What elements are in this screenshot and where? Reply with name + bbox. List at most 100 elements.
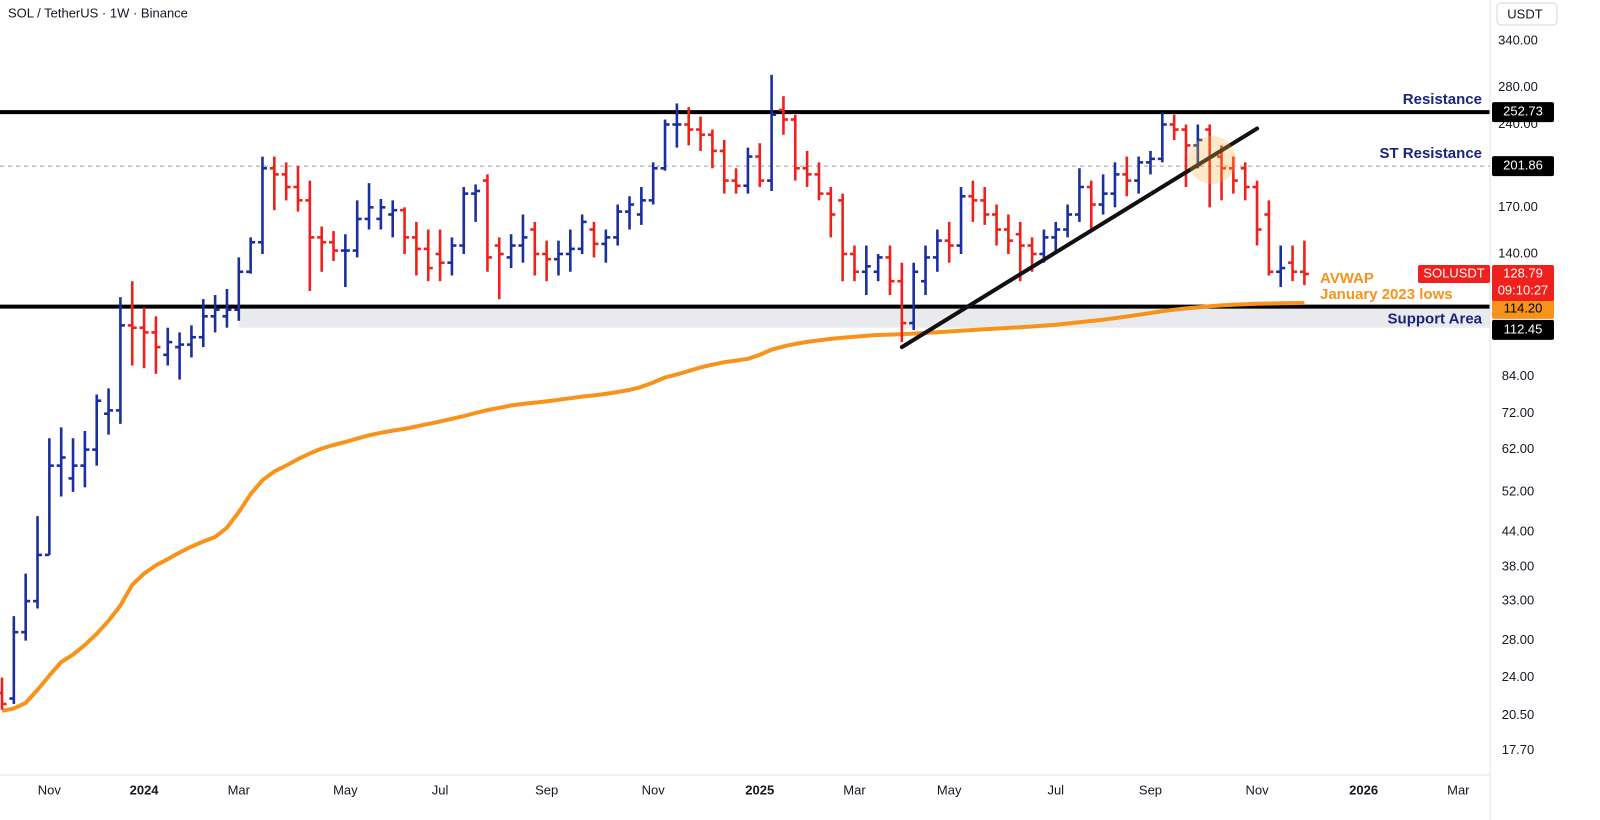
ohlc-bar <box>601 229 611 263</box>
ohlc-bar <box>1063 204 1073 238</box>
ohlc-bar <box>944 221 954 263</box>
ohlc-bar <box>1086 180 1096 230</box>
unit-box <box>1496 2 1558 26</box>
y-tick-label: 17.70 <box>1502 742 1535 757</box>
ohlc-bar <box>755 143 765 188</box>
resistance-value: 252.73 <box>1503 104 1543 119</box>
ohlc-bar <box>1299 240 1309 286</box>
ohlc-bar <box>435 229 445 282</box>
x-tick-label: Nov <box>38 782 62 797</box>
ohlc-bar <box>530 221 540 276</box>
ohlc-bar <box>281 162 291 201</box>
ohlc-bar <box>1169 114 1179 141</box>
axes: 340.00280.00240.00170.00140.00100.0084.0… <box>38 32 1554 797</box>
ohlc-bar <box>246 237 256 274</box>
ohlc-bar <box>222 289 232 328</box>
ohlc-bar <box>80 430 90 488</box>
plot-area: Resistance ST Resistance Support Area AVWAP… <box>0 74 1490 713</box>
ohlc-bar <box>1074 168 1084 222</box>
resistance-value-box <box>1492 102 1554 123</box>
avwap-line <box>1 300 1305 713</box>
ohlc-bar <box>400 207 410 254</box>
y-tick-label: 24.00 <box>1502 669 1535 684</box>
x-tick-label: May <box>937 782 962 797</box>
ohlc-bar <box>1252 180 1262 246</box>
ohlc-bar <box>707 129 717 169</box>
ohlc-bar <box>778 96 788 135</box>
ohlc-bar <box>1217 145 1227 201</box>
ohlc-bar <box>459 187 469 254</box>
x-tick-label: 2024 <box>130 782 160 797</box>
x-tick-label: 2026 <box>1349 782 1378 797</box>
x-tick-label: May <box>333 782 358 797</box>
x-tick-label: Jul <box>432 782 449 797</box>
ohlc-bar <box>1264 200 1274 276</box>
countdown: 09:10:27 <box>1498 282 1549 297</box>
ohlc-bar <box>861 245 871 296</box>
ohlc-bar <box>1145 150 1155 175</box>
ohlc-bar <box>482 174 492 272</box>
ohlc-bar <box>672 103 682 148</box>
y-tick-label: 28.00 <box>1502 632 1535 647</box>
level-label: Resistance <box>1403 91 1482 108</box>
symbol-box <box>1418 265 1490 284</box>
ohlc-bar <box>1228 156 1238 194</box>
ohlc-bar <box>340 234 350 288</box>
ohlc-bar <box>198 299 208 348</box>
ohlc-bar <box>376 199 386 230</box>
ohlc-bar <box>814 162 824 201</box>
symbol-label: SOLUSDT <box>1423 265 1484 280</box>
ohlc-bar <box>992 204 1002 246</box>
ohlc-bar <box>151 316 161 374</box>
ohlc-bar <box>684 107 694 146</box>
ohlc-bar <box>1051 221 1061 254</box>
x-tick-label: 2025 <box>745 782 774 797</box>
y-tick-label: 44.00 <box>1502 523 1535 538</box>
y-tick-label: 280.00 <box>1498 79 1538 94</box>
highlight <box>1188 136 1236 184</box>
ohlc-bar <box>1098 174 1108 215</box>
y-tick-label: 38.00 <box>1502 559 1535 574</box>
ohlc-bar <box>92 394 102 466</box>
ohlc-bar <box>68 438 78 492</box>
ohlc-bar <box>719 140 729 194</box>
ohlc-bar <box>163 327 173 366</box>
x-tick-label: Jul <box>1047 782 1064 797</box>
y-tick-label: 170.00 <box>1498 199 1538 214</box>
ohlc-bar <box>980 187 990 225</box>
ohlc-bar <box>423 229 433 282</box>
x-tick-label: Mar <box>843 782 866 797</box>
ohlc-bar <box>731 168 741 194</box>
ohlc-bar <box>329 231 339 261</box>
ohlc-bar <box>885 245 895 296</box>
support-value: 112.45 <box>1504 321 1543 336</box>
ohlc-bar <box>767 74 777 191</box>
ohlc-bar <box>293 165 303 212</box>
st-resistance-value: 201.86 <box>1503 158 1543 173</box>
ohlc-bar <box>234 257 244 321</box>
y-tick-label: 20.50 <box>1502 707 1535 722</box>
ohlc-bar <box>1122 156 1132 197</box>
ohlc-bar <box>589 221 599 258</box>
ohlc-bar <box>257 156 267 254</box>
ohlc-bar <box>317 226 327 272</box>
avwap-label: AVWAP <box>1320 270 1374 287</box>
support-band <box>238 306 1490 328</box>
ohlc-bar <box>1288 245 1298 282</box>
ohlc-bar <box>9 616 19 705</box>
ohlc-bar <box>56 427 66 497</box>
ohlc-bar <box>553 240 563 276</box>
ohlc-bar <box>44 438 54 557</box>
x-tick-label: Sep <box>535 782 558 797</box>
ohlc-bar <box>873 253 883 282</box>
ohlc-bar <box>1240 162 1250 201</box>
ohlc-bar <box>186 325 196 358</box>
y-tick-label: 72.00 <box>1502 405 1535 420</box>
ohlc-bar <box>968 180 978 222</box>
ohlc-bar <box>518 214 528 263</box>
y-tick-label: 84.00 <box>1502 368 1535 383</box>
ohlc-bar <box>210 295 220 333</box>
y-tick-label: 62.00 <box>1502 441 1535 456</box>
level-label: ST Resistance <box>1379 145 1482 162</box>
